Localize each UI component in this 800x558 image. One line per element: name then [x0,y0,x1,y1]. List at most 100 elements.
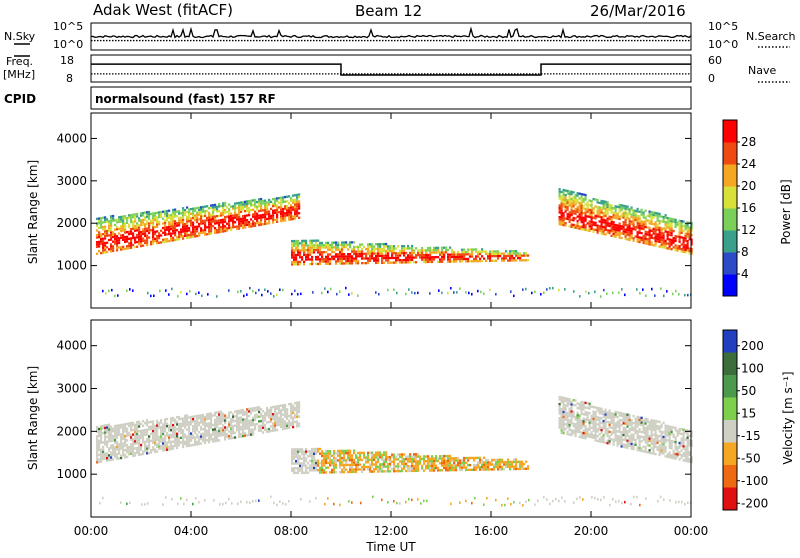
echo-cell [297,263,299,265]
echo-cell [497,461,499,463]
echo-cell [96,438,98,440]
echo-cell [341,457,343,459]
echo-cell [679,227,681,229]
echo-cell [272,198,274,200]
echo-cell [142,233,144,235]
echo-cell [567,202,569,204]
echo-cell [224,429,226,431]
echo-cell [583,221,585,223]
echo-cell [299,256,301,258]
echo-cell [605,442,607,444]
echo-cell [126,247,128,249]
echo-cell [619,424,621,426]
echo-cell [599,410,601,412]
echo-cell [124,236,126,238]
echo-cell [627,234,629,236]
echo-cell [214,421,216,423]
echo-cell [102,441,104,443]
echo-cell [583,413,585,415]
echo-cell [383,461,385,463]
echo-cell [166,442,168,444]
echo-cell [501,459,503,461]
echo-cell [329,459,331,461]
echo-cell [455,464,457,466]
echo-cell [431,460,433,462]
echo-cell [453,469,455,471]
echo-cell [204,416,206,418]
echo-cell [232,215,234,217]
echo-cell [525,288,527,291]
echo-cell [321,256,323,258]
echo-cell [687,249,689,251]
echo-cell [341,450,343,452]
echo-cell [461,253,463,255]
echo-cell [475,464,477,466]
echo-cell [427,249,429,251]
echo-cell [295,242,297,244]
echo-cell [152,243,154,245]
echo-cell [182,209,184,211]
echo-cell [243,295,245,298]
echo-cell [587,206,589,208]
echo-cell [264,417,266,419]
echo-cell [128,245,130,247]
echo-cell [264,414,266,416]
echo-cell [126,236,128,238]
echo-cell [333,251,335,253]
echo-cell [645,238,647,240]
echo-cell [585,428,587,430]
echo-cell [335,260,337,262]
echo-cell [373,246,375,248]
echo-cell [567,417,569,419]
echo-cell [291,462,293,464]
echo-cell [252,433,254,435]
echo-cell [651,241,653,243]
echo-cell [295,245,297,247]
echo-cell [439,254,441,256]
echo-cell [631,209,633,211]
echo-cell [166,449,168,451]
echo-cell [591,212,593,214]
echo-cell [495,461,497,463]
echo-cell [561,217,563,219]
echo-cell [96,234,98,236]
echo-cell [585,414,587,416]
echo-cell [224,209,226,211]
echo-cell [341,258,343,260]
echo-cell [170,448,172,450]
echo-cell [639,419,641,421]
echo-cell [106,218,108,220]
echo-cell [639,292,641,295]
freq-traces [91,64,691,75]
echo-cell [469,457,471,459]
echo-cell [254,426,256,428]
echo-cell [517,468,519,470]
echo-cell [280,213,282,215]
echo-cell [441,254,443,256]
echo-cell [379,463,381,465]
echo-cell [639,416,641,418]
echo-cell [413,249,415,251]
echo-cell [665,214,667,216]
echo-cell [210,415,212,417]
echo-cell [296,208,298,210]
echo-cell [349,262,351,264]
echo-cell [367,262,369,264]
echo-cell [236,429,238,431]
echo-cell [595,222,597,224]
echo-cell [186,234,188,236]
echo-cell [232,222,234,224]
echo-cell [369,243,371,245]
echo-cell [357,248,359,250]
echo-cell [559,422,561,424]
echo-cell [665,448,667,450]
echo-cell [673,433,675,435]
echo-cell [475,258,477,260]
echo-cell [196,219,198,221]
echo-cell [165,289,167,292]
echo-cell [587,433,589,435]
echo-cell [655,446,657,448]
echo-cell [210,221,212,223]
echo-cell [643,424,645,426]
echo-cell [100,233,102,235]
